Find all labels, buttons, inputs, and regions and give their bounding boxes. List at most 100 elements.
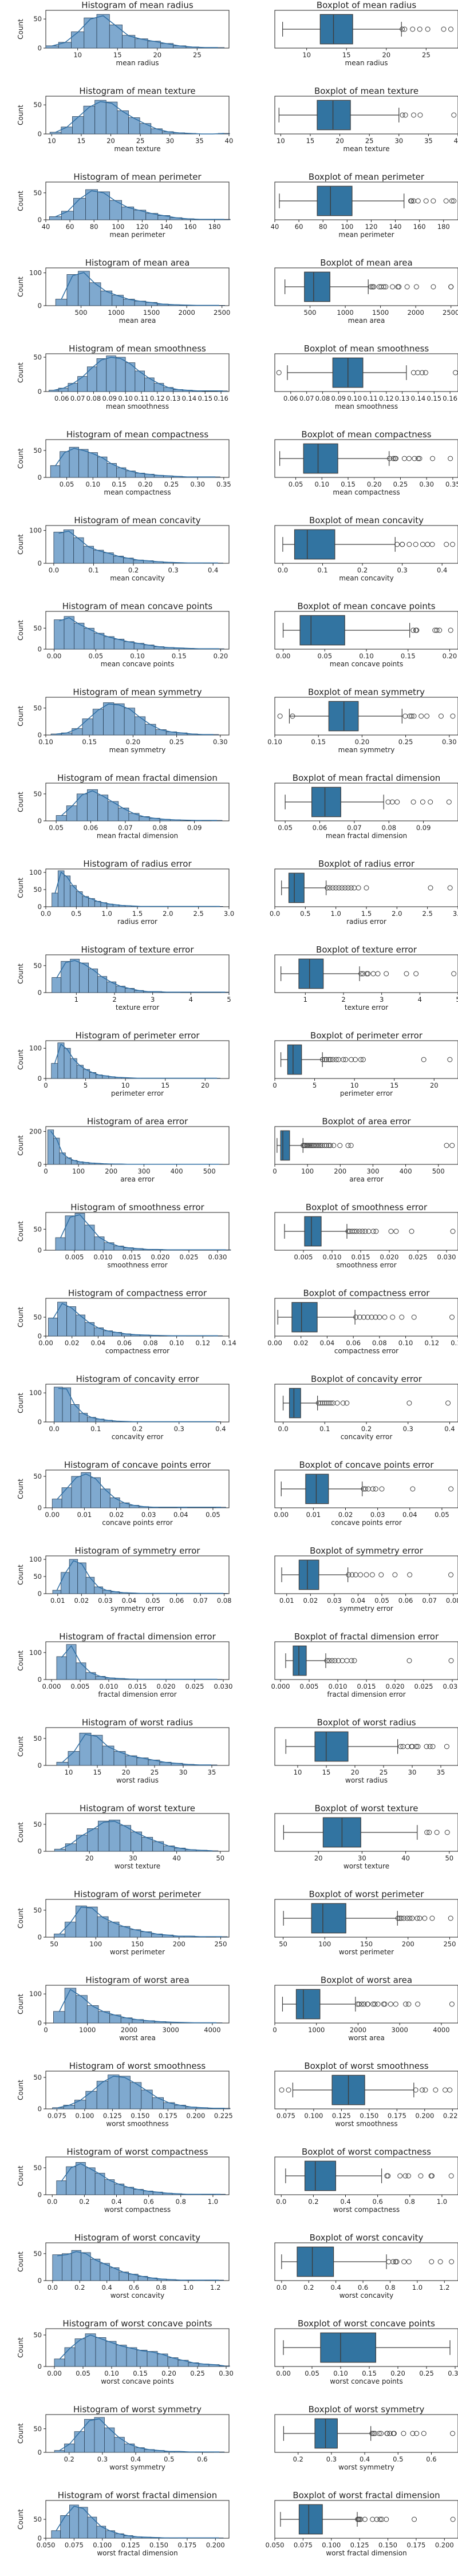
kde-line [52, 15, 218, 48]
iqr-box [298, 2504, 323, 2535]
plot-frame [274, 697, 458, 736]
histogram-bar [62, 2253, 72, 2281]
histogram-bar [51, 2530, 61, 2539]
histogram-bar [53, 2011, 65, 2024]
chart-title: Boxplot of area error [322, 1116, 411, 1127]
y-tick-label: 50 [33, 704, 42, 712]
outlier-point [447, 2087, 453, 2093]
x-tick-label: 35 [195, 137, 204, 145]
outlier-point [345, 885, 351, 891]
outlier-point [387, 456, 393, 461]
x-tick-label: 2000 [121, 2026, 137, 2034]
iqr-box [291, 1302, 318, 1333]
histogram-panel: Histogram of texture error 1 2 3 4 5 texture e… [17, 945, 231, 1012]
x-tick-label: 0.04 [122, 1597, 137, 1605]
y-axis-label: Count [17, 2423, 25, 2444]
histogram-bar [153, 383, 164, 392]
x-tick-label: 0.8 [156, 2283, 166, 2291]
outlier-point [424, 1830, 430, 1835]
histogram-bar [66, 805, 77, 821]
x-axis-label: perimeter error [340, 1089, 393, 1097]
x-axis-label: worst radius [116, 1776, 159, 1784]
chart-title: Boxplot of fractal dimension error [294, 1631, 439, 1642]
outlier-point [328, 1400, 334, 1406]
histogram-bar [54, 1386, 63, 1423]
outlier-point [449, 1143, 455, 1148]
outlier-point [371, 284, 377, 290]
chart-title: Boxplot of mean smoothness [304, 343, 429, 354]
histogram-bar [54, 1848, 66, 1852]
x-tick-label: 30 [179, 1768, 188, 1776]
outlier-point [345, 1228, 351, 1234]
x-tick-label: 0 [44, 1081, 48, 1089]
x-tick-label: 0.06 [398, 1597, 413, 1605]
x-tick-label: 2 [112, 995, 116, 1003]
iqr-box [319, 14, 353, 45]
x-tick-label: 0.005 [300, 1682, 319, 1690]
histogram-panel: Histogram of mean smoothness 0.06 0.07 0.08… [17, 343, 230, 410]
x-axis-label: radius error [117, 918, 157, 926]
histogram-bar [64, 2347, 76, 2367]
outlier-point [418, 2173, 424, 2179]
x-axis-label: mean compactness [104, 488, 171, 496]
x-tick-label: 0.10 [359, 652, 374, 660]
x-tick-label: 0.03 [98, 1597, 113, 1605]
histogram-bar [76, 1835, 88, 1852]
x-axis-label: concavity error [112, 1433, 164, 1441]
outlier-point [361, 1314, 366, 1320]
outlier-point [373, 1314, 378, 1320]
outlier-point [417, 456, 423, 461]
x-tick-label: 0.100 [75, 2112, 94, 2120]
outlier-point [348, 885, 354, 891]
outlier-point [362, 1486, 368, 1492]
x-tick-label: 0.15 [401, 652, 416, 660]
x-tick-label: 30 [129, 1854, 137, 1862]
x-tick-label: 0.00 [276, 652, 291, 660]
outlier-point [325, 885, 330, 891]
x-tick-label: 0.125 [332, 2112, 351, 2120]
kde-line [60, 1820, 213, 1851]
outlier-point [381, 284, 386, 290]
x-tick-label: 0.10 [169, 1339, 184, 1347]
histogram-bar [84, 17, 97, 49]
outlier-point [437, 627, 443, 633]
outlier-point [286, 2087, 291, 2093]
y-tick-label: 0 [38, 1332, 42, 1340]
histogram-bar [69, 447, 80, 478]
histogram-bar [64, 2443, 75, 2453]
histogram-bar [74, 2431, 85, 2453]
x-axis-label: worst fractal dimension [326, 2549, 406, 2557]
y-tick-label: 0 [38, 473, 42, 481]
outlier-point [360, 971, 366, 977]
x-tick-label: 120 [136, 223, 148, 231]
outlier-point [341, 1057, 346, 1062]
y-tick-label: 0 [38, 903, 42, 911]
outlier-point [434, 1830, 440, 1835]
plot-frame [274, 525, 458, 564]
outlier-point [406, 2259, 412, 2265]
outlier-point [409, 713, 414, 719]
y-axis-label: Count [17, 1393, 25, 1413]
x-tick-label: 0.2 [132, 1425, 143, 1433]
y-axis-label: Count [17, 1650, 25, 1671]
histogram-bar [54, 1933, 65, 1938]
outlier-point [400, 542, 405, 547]
x-tick-label: 0.3 [174, 1425, 184, 1433]
outlier-point [279, 2087, 285, 2093]
y-tick-label: 200 [29, 1128, 42, 1136]
iqr-box [314, 1731, 349, 1762]
x-tick-label: 1500 [372, 309, 389, 317]
x-tick-label: 0.07 [347, 824, 362, 832]
chart-title: Boxplot of worst fractal dimension [293, 2490, 440, 2500]
x-tick-label: 35 [208, 1768, 216, 1776]
outlier-point [429, 2173, 435, 2179]
y-tick-label: 0 [38, 1933, 42, 1941]
kde-line [58, 1989, 217, 2024]
x-tick-label: 25 [193, 51, 202, 59]
histogram-bar [147, 2351, 158, 2367]
y-tick-label: 50 [33, 15, 42, 23]
outlier-point [401, 1915, 406, 1921]
y-tick-label: 0 [38, 817, 42, 825]
histogram-bar [55, 299, 68, 306]
x-axis-label: mean perimeter [338, 231, 394, 239]
